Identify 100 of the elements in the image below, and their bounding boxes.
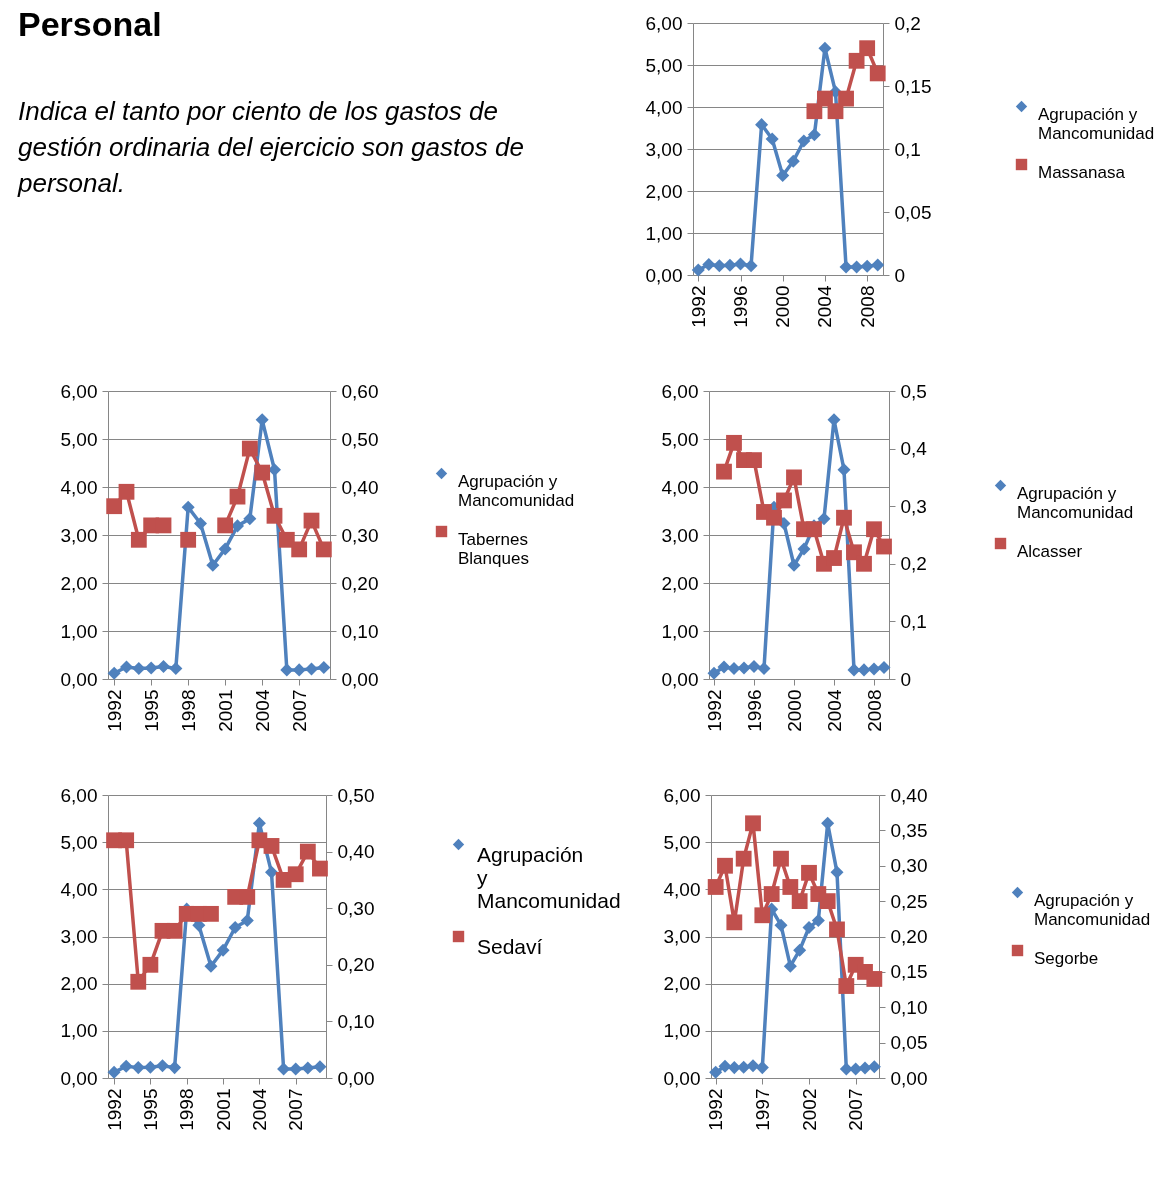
x-tick-label: 2000 <box>772 285 794 328</box>
point <box>839 1062 853 1076</box>
point <box>303 512 320 529</box>
point <box>791 893 808 910</box>
point <box>143 1060 157 1074</box>
point <box>838 90 854 107</box>
point <box>859 40 876 57</box>
y-tick-label: 4,00 <box>645 96 683 118</box>
point <box>218 542 232 556</box>
point <box>783 959 797 973</box>
y-tick-label: 3,00 <box>663 926 701 947</box>
y2-tick-label: 0 <box>894 264 906 286</box>
x-tick-label: 1997 <box>751 1088 773 1131</box>
point <box>203 905 219 922</box>
y2-tick-label: 0,40 <box>341 476 379 498</box>
legend-label: Tabernes Blanques <box>458 529 529 568</box>
point <box>848 52 865 69</box>
point <box>755 118 769 132</box>
point <box>239 888 256 905</box>
y-tick-label: 4,00 <box>60 476 98 498</box>
point <box>181 500 195 514</box>
point <box>726 914 743 931</box>
point <box>754 907 771 924</box>
x-tick-label: 2004 <box>814 285 836 328</box>
legend-label: Segorbe <box>1034 948 1099 968</box>
y-tick-label: 3,00 <box>60 926 98 947</box>
point <box>787 558 801 572</box>
y-tick-label: 5,00 <box>645 54 683 76</box>
y-tick-label: 5,00 <box>60 428 98 450</box>
point <box>155 1059 170 1073</box>
y-tick-label: 0,00 <box>663 1067 701 1089</box>
y2-tick-label: 0,15 <box>894 75 932 97</box>
point <box>716 463 732 480</box>
point <box>717 857 733 874</box>
point <box>806 521 822 538</box>
point <box>826 550 842 566</box>
point <box>107 666 121 680</box>
point <box>155 517 172 534</box>
point <box>301 1061 315 1075</box>
point <box>727 661 741 675</box>
point <box>776 492 792 509</box>
point <box>264 865 279 879</box>
point <box>746 452 762 469</box>
point <box>866 971 883 987</box>
x-tick-label: 2004 <box>248 1088 270 1131</box>
point <box>243 512 257 526</box>
point <box>802 921 816 935</box>
y2-tick-label: 0,35 <box>890 819 928 841</box>
point <box>119 1059 133 1073</box>
point <box>727 1061 741 1075</box>
point <box>782 879 799 895</box>
point <box>867 662 881 676</box>
y2-tick-label: 0,5 <box>900 380 927 402</box>
x-tick-label: 1995 <box>139 1088 161 1131</box>
text: Indica el tanto por ciento de los gastos de gestión ordinaria del ejercicio son gastos de personal. <box>17 96 524 198</box>
point <box>132 661 146 675</box>
y-tick-label: 3,00 <box>60 524 98 546</box>
y2-tick-label: 0,20 <box>890 926 928 947</box>
point <box>168 1061 182 1075</box>
y-tick-label: 5,00 <box>663 831 701 853</box>
point <box>786 154 800 168</box>
y-tick-label: 2,00 <box>60 572 98 594</box>
point <box>774 918 788 932</box>
point <box>166 922 183 939</box>
point <box>131 1061 145 1075</box>
y-tick-label: 4,00 <box>663 878 701 900</box>
point <box>846 544 862 561</box>
y2-tick-label: 0,05 <box>894 201 932 223</box>
y-tick-label: 6,00 <box>661 380 699 402</box>
point <box>169 661 183 675</box>
y2-tick-label: 0,60 <box>341 380 379 402</box>
x-tick-label: 2007 <box>285 1088 307 1131</box>
point <box>718 1059 732 1073</box>
point <box>315 541 332 558</box>
y2-tick-label: 0,2 <box>900 553 927 575</box>
point <box>277 1062 291 1076</box>
point <box>707 666 721 680</box>
y2-tick-label: 0,40 <box>337 841 375 863</box>
x-tick-label: 1995 <box>140 689 162 732</box>
y-tick-label: 1,00 <box>645 222 683 244</box>
point <box>757 661 771 675</box>
point <box>744 259 758 273</box>
point <box>313 1060 327 1074</box>
point <box>830 865 844 879</box>
legend-label: Agrupación y Mancomunidad <box>1038 104 1155 143</box>
y-tick-label: 6,00 <box>60 784 98 806</box>
y2-tick-label: 0,10 <box>890 996 928 1018</box>
point <box>869 65 886 82</box>
x-tick-label: 2001 <box>214 689 236 732</box>
y2-tick-label: 0,10 <box>337 1010 375 1032</box>
x-tick-label: 2000 <box>783 689 805 732</box>
x-tick-label: 2001 <box>212 1088 234 1131</box>
y-tick-label: 6,00 <box>60 380 98 402</box>
point <box>691 263 705 277</box>
point <box>304 662 319 676</box>
x-tick-label: 2002 <box>798 1088 820 1131</box>
point <box>299 843 316 860</box>
y-tick-label: 2,00 <box>661 572 699 594</box>
point <box>737 661 751 675</box>
x-tick-label: 1996 <box>730 285 751 328</box>
